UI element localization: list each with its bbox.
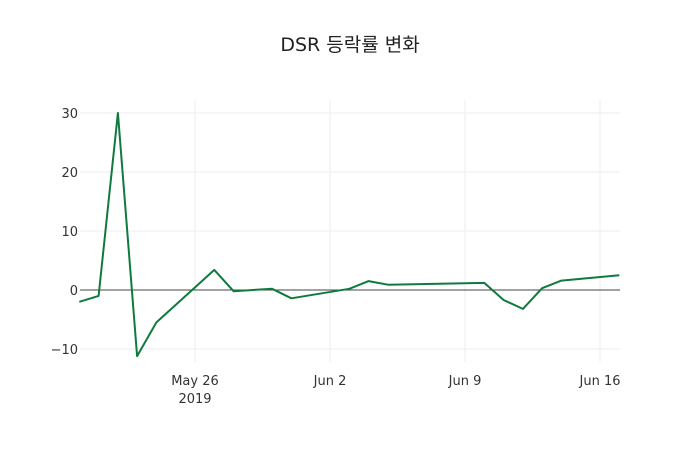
y-axis-ticks: −10 0 10 20 30 [51, 107, 78, 358]
y-tick-label: 10 [61, 225, 78, 240]
x-tick-label: 2019 [178, 392, 211, 407]
y-tick-label: −10 [51, 343, 78, 358]
y-tick-label: 0 [70, 284, 78, 299]
x-tick-label: Jun 2 [313, 374, 347, 389]
y-tick-label: 20 [61, 166, 78, 181]
grid-lines [80, 100, 620, 362]
y-tick-label: 30 [61, 107, 78, 122]
x-tick-label: May 26 [171, 374, 219, 389]
chart-title: DSR 등락률 변화 [280, 34, 420, 56]
x-tick-label: Jun 9 [448, 374, 482, 389]
dsr-line [79, 112, 620, 358]
x-tick-label: Jun 16 [579, 374, 621, 389]
x-axis-ticks: May 26 2019 Jun 2 Jun 9 Jun 16 [171, 374, 620, 407]
